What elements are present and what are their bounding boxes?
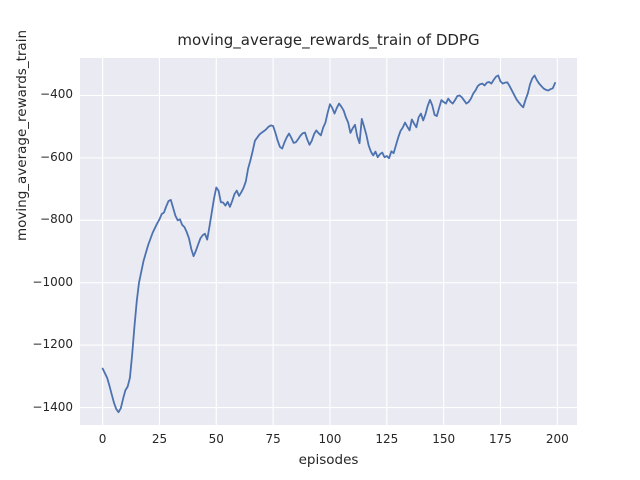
x-tick-label: 125 [375,432,399,446]
x-tick-label: 200 [545,432,569,446]
x-axis-label: episodes [298,452,359,468]
x-tick-label: 100 [318,432,342,446]
y-tick-label: −1400 [32,399,73,414]
x-tick-label: 25 [151,432,168,446]
y-tick-label: −1000 [32,274,73,289]
y-tick-label: −1200 [32,337,73,352]
x-tick-label: 175 [489,432,512,446]
chart-title: moving_average_rewards_train of DDPG [177,31,480,49]
x-tick-label: 150 [432,432,456,446]
plot-area [80,58,577,425]
x-tick-label: 0 [98,432,107,446]
series-line [101,74,556,414]
y-tick-label: −400 [40,87,73,102]
x-tick-label: 50 [208,432,224,446]
x-tick-label: 75 [265,432,281,446]
y-tick-label: −800 [40,212,73,227]
y-tick-label: −600 [40,149,73,164]
